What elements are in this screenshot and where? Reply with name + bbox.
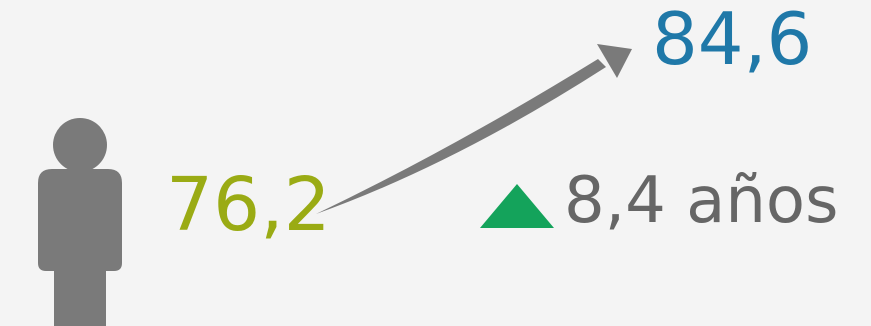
end-value: 84,6 (652, 0, 813, 81)
change-value: 8,4 años (564, 164, 839, 238)
triangle-up-icon (480, 184, 554, 228)
person-icon (38, 118, 122, 326)
start-value: 76,2 (166, 162, 331, 248)
change-indicator: 8,4 años (480, 166, 838, 236)
